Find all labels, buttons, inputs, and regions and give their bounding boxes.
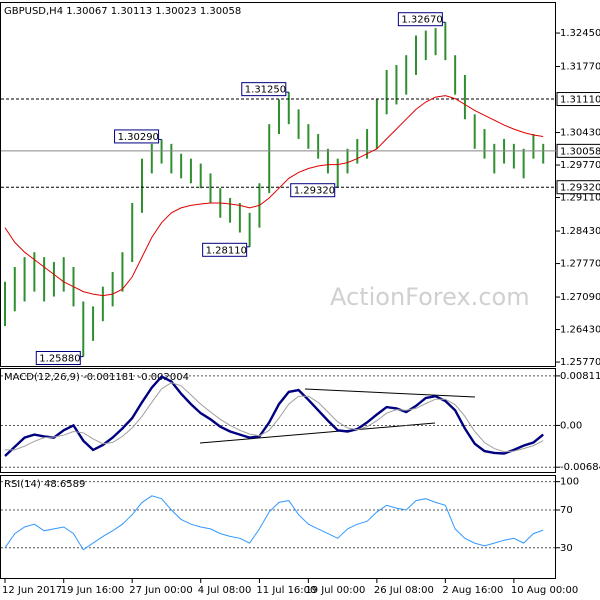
label-box: [202, 242, 248, 257]
series-line: [4, 95, 544, 297]
label-box: [397, 12, 443, 27]
label-box: [556, 143, 600, 158]
label-text: 1.32670: [401, 15, 442, 26]
y-tick-label: 1.25770: [560, 357, 600, 368]
label-box: [114, 129, 160, 144]
label-text: 1.30290: [118, 132, 159, 143]
label-text: 1.29320: [294, 186, 335, 197]
label-box: [241, 82, 287, 97]
y-tick-label: 100: [560, 477, 579, 488]
label-text: 1.31110: [560, 95, 600, 106]
label-box: [556, 92, 600, 107]
price-panel: [0, 2, 556, 367]
y-tick-label: 0.00: [560, 420, 582, 431]
y-tick-label: 1.27770: [560, 259, 600, 270]
series-line: [5, 382, 544, 453]
trend-line: [304, 388, 476, 398]
label-text: 1.31250: [245, 85, 286, 96]
label-box: [35, 351, 81, 365]
x-tick-label: 27 Jun 00:00: [129, 585, 193, 596]
x-tick-label: 26 Jul 08:00: [374, 585, 434, 596]
y-tick-label: 1.26430: [560, 325, 600, 336]
y-tick-label: 1.29110: [560, 193, 600, 204]
label-box: [290, 183, 336, 198]
watermark: ActionForex.com: [330, 283, 530, 311]
x-tick-label: 19 Jun 16:00: [61, 585, 125, 596]
y-tick-label: 1.28430: [560, 226, 600, 237]
y-tick-label: -0.006844: [560, 462, 600, 473]
macd-panel: [0, 368, 556, 473]
y-tick-label: 1.31770: [560, 62, 600, 73]
rsi-title: RSI(14) 48.6589: [4, 479, 85, 490]
label-text: 1.29320: [560, 183, 600, 194]
y-tick-label: 30: [560, 543, 573, 554]
x-tick-label: 11 Jul 16:00: [256, 585, 316, 596]
macd-title: MACD(12,26,9) -0.001181 -0.002004: [4, 372, 189, 383]
label-box: [556, 180, 600, 195]
trend-line: [199, 422, 436, 444]
rsi-panel: [0, 475, 556, 579]
series-line: [4, 375, 544, 457]
x-tick-label: 19 Jul 00:00: [305, 585, 365, 596]
label-text: 1.30058: [560, 146, 600, 157]
y-tick-label: 1.32450: [560, 28, 600, 39]
y-tick-label: 1.29770: [560, 160, 600, 171]
x-tick-label: 10 Aug 00:00: [511, 585, 578, 596]
y-tick-label: 0.008118: [560, 371, 600, 382]
label-text: 1.28110: [206, 245, 247, 256]
label-text: 1.25880: [39, 354, 80, 365]
chart-title: GBPUSD,H4 1.30067 1.30113 1.30023 1.3005…: [4, 6, 241, 17]
x-tick-label: 2 Aug 16:00: [442, 585, 503, 596]
y-tick-label: 1.30430: [560, 128, 600, 139]
x-tick-label: 12 Jun 2017: [2, 585, 62, 596]
x-tick-label: 4 Jul 08:00: [198, 585, 252, 596]
y-tick-label: 70: [560, 505, 573, 516]
y-tick-label: 1.27090: [560, 292, 600, 303]
series-line: [4, 495, 544, 551]
